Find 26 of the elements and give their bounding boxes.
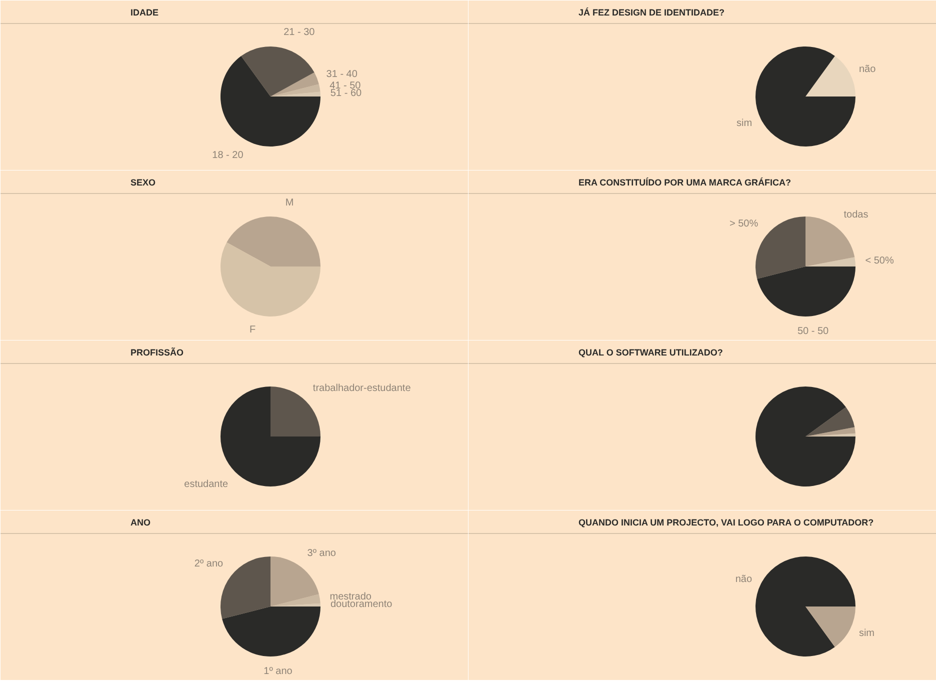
text: SEXO xyxy=(130,178,156,188)
slice-label: não xyxy=(858,64,876,75)
slice-label: sim xyxy=(736,118,752,130)
chart-title: PROFISSÃO xyxy=(130,346,184,358)
chart-title: IDADE xyxy=(130,8,159,18)
slice-label: < 50% xyxy=(865,255,894,266)
slice-label: F xyxy=(249,324,256,336)
slice-label: todas xyxy=(844,209,868,220)
chart-title: QUANDO INICIA UM PROJECTO, VAI LOGO PARA O COMPUTADOR? xyxy=(578,518,874,528)
slice-label: sim xyxy=(858,628,875,640)
slice-label: 50 - 50 xyxy=(797,326,830,338)
slice-label: 31 - 40 xyxy=(326,68,358,80)
slice-label: trabalhador-estudante xyxy=(312,383,412,394)
chart-title: ERA CONSTITUÍDO POR UMA MARCA GRÁFICA? xyxy=(578,178,791,188)
slice-label: 2º ano xyxy=(194,558,224,570)
slice-label: 18 - 20 xyxy=(212,150,244,161)
text: QUAL O SOFTWARE UTILIZADO? xyxy=(578,348,723,358)
slice-label: 1º ano xyxy=(264,666,293,678)
slice-label: estudante xyxy=(184,478,229,490)
text: JÁ FEZ DESIGN DE IDENTIDADE? xyxy=(578,8,725,18)
slice-label: > 50% xyxy=(729,218,758,230)
slice-label: não xyxy=(735,574,752,585)
slice-label: 3º ano xyxy=(307,548,336,560)
chart-title: ANO xyxy=(130,518,150,528)
slice-label: M xyxy=(285,197,294,208)
slice-label: 21 - 30 xyxy=(284,26,316,38)
